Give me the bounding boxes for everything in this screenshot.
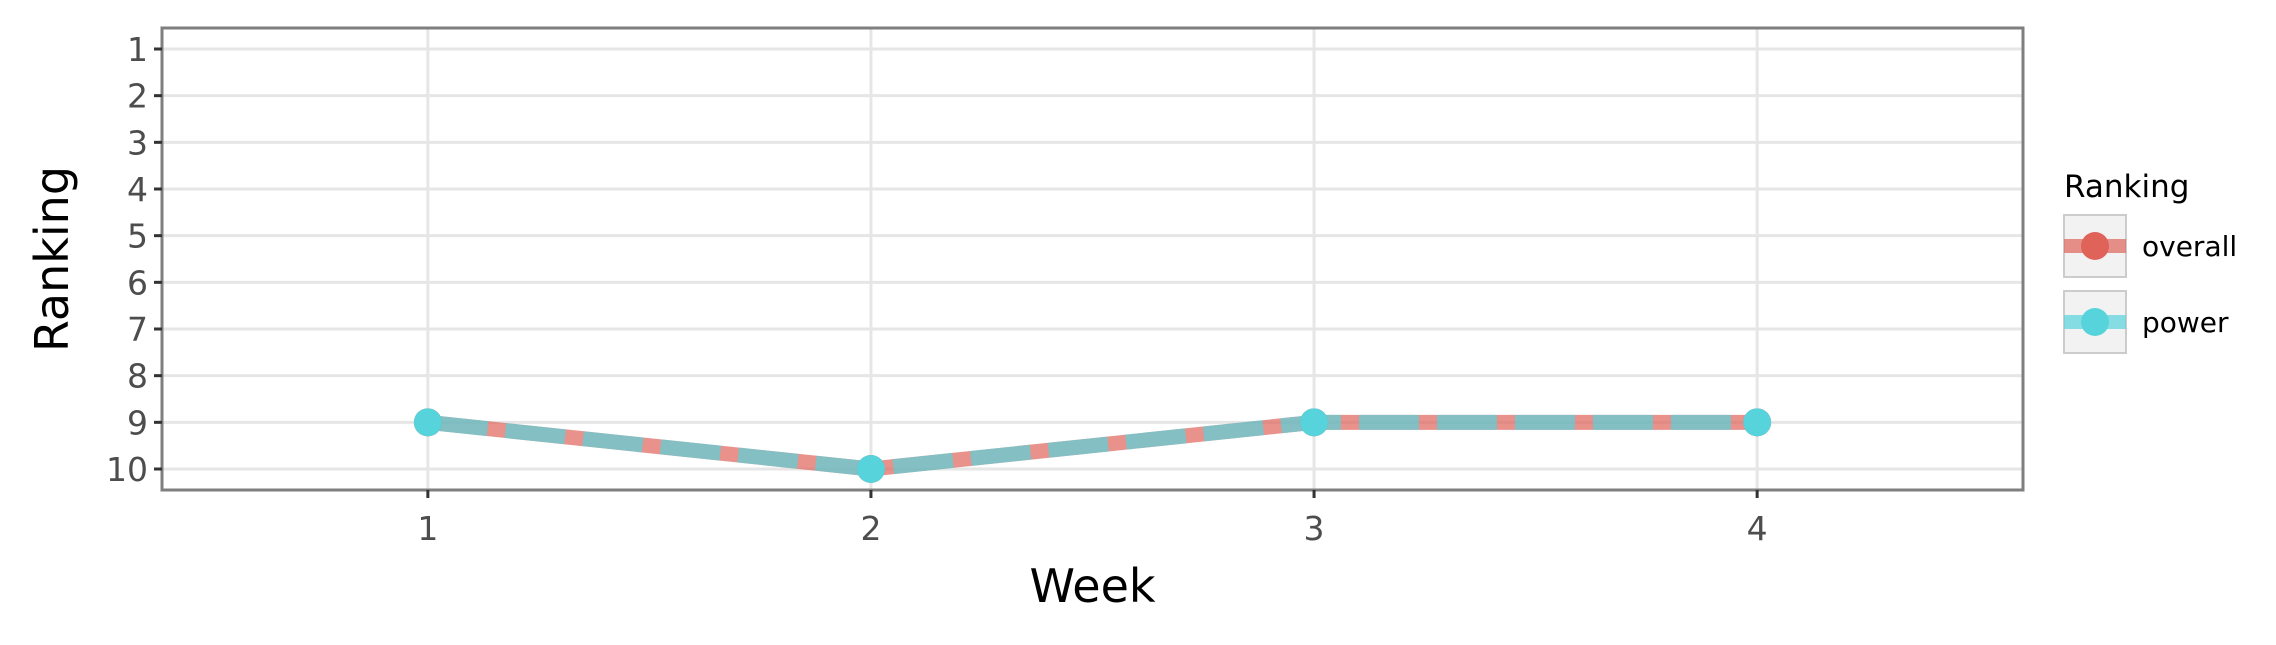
legend-title: Ranking <box>2064 169 2189 205</box>
y-tick-label: 6 <box>127 263 148 302</box>
data-point-power <box>856 455 885 483</box>
data-point-power <box>1300 408 1329 437</box>
y-tick-label: 10 <box>106 450 148 489</box>
legend-marker-overall <box>2081 232 2109 260</box>
y-tick-label: 3 <box>127 123 148 162</box>
x-tick-label: 4 <box>1747 509 1768 548</box>
x-tick-label: 3 <box>1304 509 1325 548</box>
y-tick-label: 7 <box>127 310 148 349</box>
x-tick-label: 1 <box>417 509 438 548</box>
legend-label-overall: overall <box>2142 230 2237 263</box>
series-lines <box>427 414 1758 477</box>
plot-panel-border <box>160 26 2025 492</box>
legend-label-power: power <box>2142 306 2229 339</box>
data-points <box>413 408 1772 483</box>
legend-marker-power <box>2081 308 2109 336</box>
y-axis-title: Ranking <box>25 166 79 352</box>
y-tick-label: 2 <box>127 77 148 116</box>
legend: Ranking overall power <box>2063 169 2237 354</box>
data-point-power <box>413 408 442 437</box>
x-tick-label: 2 <box>860 509 881 548</box>
series-line-power <box>427 414 1758 477</box>
y-tick-label: 1 <box>127 30 148 69</box>
data-point-power <box>1743 408 1772 437</box>
y-tick-label: 9 <box>127 403 148 442</box>
x-axis: 1 2 3 4 <box>417 490 1768 548</box>
y-tick-label: 8 <box>127 357 148 396</box>
x-axis-title: Week <box>1029 559 1155 613</box>
y-tick-label: 4 <box>127 170 148 209</box>
y-tick-label: 5 <box>127 217 148 256</box>
y-axis: 1 2 3 4 5 6 7 8 9 10 <box>106 30 162 489</box>
